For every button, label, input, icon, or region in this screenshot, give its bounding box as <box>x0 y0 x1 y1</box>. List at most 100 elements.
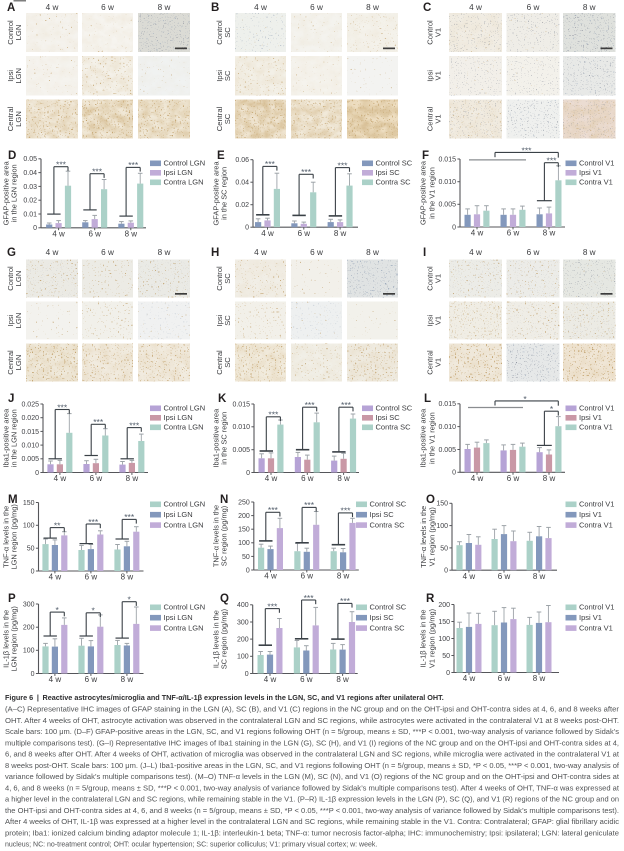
svg-text:A: A <box>7 2 15 14</box>
svg-text:***: *** <box>341 400 352 410</box>
svg-text:protein; Iba1: ionized calcium: protein; Iba1: ionized calcium binding a… <box>5 830 619 837</box>
svg-text:4 w: 4 w <box>254 3 267 12</box>
svg-text:8 w: 8 w <box>125 229 138 238</box>
svg-text:6 w: 6 w <box>85 675 98 684</box>
svg-text:0: 0 <box>35 470 39 477</box>
svg-text:V1: V1 <box>434 358 443 367</box>
svg-text:4 w: 4 w <box>471 474 484 483</box>
svg-text:Ipsi LGN: Ipsi LGN <box>164 168 193 177</box>
svg-text:Ipsi: Ipsi <box>215 314 224 326</box>
svg-text:8 w: 8 w <box>533 572 546 581</box>
svg-text:E: E <box>217 150 225 162</box>
svg-text:6 w: 6 w <box>300 675 313 684</box>
svg-text:**: ** <box>54 520 61 530</box>
svg-text:***: *** <box>124 512 135 522</box>
svg-text:0.010: 0.010 <box>438 179 456 186</box>
svg-text:***: *** <box>129 420 140 430</box>
svg-text:OHT. After 4 weeks of OHT, ast: OHT. After 4 weeks of OHT, astrocyte act… <box>5 718 619 725</box>
svg-text:LGN region (pg/mg): LGN region (pg/mg) <box>10 504 19 569</box>
svg-text:8 w: 8 w <box>583 248 596 257</box>
svg-text:50: 50 <box>440 545 448 552</box>
svg-text:Ipsi LGN: Ipsi LGN <box>164 510 193 519</box>
svg-text:LGN: LGN <box>14 111 23 127</box>
svg-text:Contra V1: Contra V1 <box>579 178 613 187</box>
svg-text:***: *** <box>267 601 278 611</box>
svg-text:4 w: 4 w <box>261 229 274 238</box>
svg-text:0.025: 0.025 <box>21 401 39 408</box>
svg-text:Control: Control <box>215 20 224 45</box>
svg-text:N: N <box>220 494 228 506</box>
svg-text:L: L <box>424 393 431 405</box>
svg-text:LGN: LGN <box>14 25 23 41</box>
svg-text:H: H <box>211 247 219 259</box>
svg-text:the OHT-ipsi and OHT-contra si: the OHT-ipsi and OHT-contra sides at 4, … <box>5 808 619 815</box>
svg-text:Contra SC: Contra SC <box>370 521 406 530</box>
svg-text:0.02: 0.02 <box>23 198 37 205</box>
svg-text:4 w: 4 w <box>265 474 278 483</box>
svg-text:M: M <box>8 494 18 506</box>
svg-text:50: 50 <box>442 653 450 660</box>
svg-text:SC region (pg/mg): SC region (pg/mg) <box>220 609 229 669</box>
svg-text:V1: V1 <box>434 114 443 123</box>
svg-text:GFAP-positive area: GFAP-positive area <box>2 160 11 225</box>
svg-text:Figure 6 | Reactive astrocytes: Figure 6 | Reactive astrocytes/microglia… <box>5 693 444 702</box>
svg-text:SC: SC <box>223 357 232 368</box>
svg-text:Ipsi V1: Ipsi V1 <box>579 510 602 519</box>
svg-text:8 w: 8 w <box>366 3 379 12</box>
svg-text:4 w: 4 w <box>46 248 59 257</box>
svg-text:8 w: 8 w <box>583 3 596 12</box>
svg-text:SC: SC <box>223 70 232 81</box>
svg-text:V1: V1 <box>434 71 443 80</box>
svg-text:8 w: 8 w <box>366 248 379 257</box>
svg-text:in the LGN region: in the LGN region <box>10 164 19 222</box>
svg-text:0: 0 <box>245 671 249 678</box>
svg-text:0.015: 0.015 <box>21 429 39 436</box>
svg-text:*: * <box>92 606 96 616</box>
svg-text:V1: V1 <box>434 28 443 37</box>
svg-text:TNF-α levels in the: TNF-α levels in the <box>212 505 221 567</box>
svg-text:8 w: 8 w <box>158 3 171 12</box>
svg-text:***: *** <box>268 410 279 420</box>
svg-text:6 w: 6 w <box>498 572 511 581</box>
svg-text:4 w: 4 w <box>469 248 482 257</box>
svg-text:6, and 8 weeks after OHT. Afte: 6, and 8 weeks after OHT. After 4 weeks … <box>5 752 619 759</box>
svg-text:100: 100 <box>23 648 35 655</box>
svg-text:4 w: 4 w <box>54 474 67 483</box>
svg-text:8 w: 8 w <box>543 474 556 483</box>
svg-text:0.010: 0.010 <box>232 424 250 431</box>
svg-text:LGN: LGN <box>14 355 23 371</box>
svg-text:8 w: 8 w <box>121 675 134 684</box>
svg-text:Ipsi: Ipsi <box>426 314 435 326</box>
svg-text:8 w: 8 w <box>543 229 556 238</box>
svg-text:in the V1 region: in the V1 region <box>428 412 437 464</box>
svg-text:400: 400 <box>237 602 249 609</box>
svg-text:8 w: 8 w <box>337 474 350 483</box>
svg-text:6 w: 6 w <box>88 229 101 238</box>
svg-text:Contra V1: Contra V1 <box>579 521 613 530</box>
svg-text:TNF-α levels in the: TNF-α levels in the <box>2 506 11 568</box>
svg-text:a higher level in the contrala: a higher level in the contralateral LGN … <box>5 797 619 804</box>
svg-text:200: 200 <box>23 625 35 632</box>
svg-text:100: 100 <box>438 636 450 643</box>
svg-text:8 w: 8 w <box>158 248 171 257</box>
svg-text:0.01: 0.01 <box>23 211 37 218</box>
svg-text:***: *** <box>304 500 315 510</box>
svg-text:*: * <box>56 605 60 615</box>
svg-text:Central: Central <box>215 350 224 375</box>
svg-text:P: P <box>8 593 16 605</box>
svg-text:Ipsi: Ipsi <box>215 70 224 82</box>
svg-text:4, 6, and 8 weeks (n = 5/group: 4, 6, and 8 weeks (n = 5/group, means ± … <box>5 785 619 792</box>
svg-text:0.015: 0.015 <box>438 401 456 408</box>
svg-text:***: *** <box>88 517 99 527</box>
svg-text:D: D <box>8 150 16 162</box>
svg-text:Control V1: Control V1 <box>579 159 614 168</box>
svg-text:8 w: 8 w <box>337 572 350 581</box>
svg-text:V1 region (pg/mg): V1 region (pg/mg) <box>428 507 437 566</box>
svg-text:***: *** <box>340 596 351 606</box>
svg-text:SC region (pg/mg): SC region (pg/mg) <box>220 506 229 566</box>
svg-text:Ipsi SC: Ipsi SC <box>370 510 395 519</box>
svg-text:6 w: 6 w <box>507 229 520 238</box>
svg-text:Ipsi SC: Ipsi SC <box>370 613 395 622</box>
svg-text:8 w: 8 w <box>121 573 134 582</box>
svg-text:Iba1-positive area: Iba1-positive area <box>212 408 221 468</box>
